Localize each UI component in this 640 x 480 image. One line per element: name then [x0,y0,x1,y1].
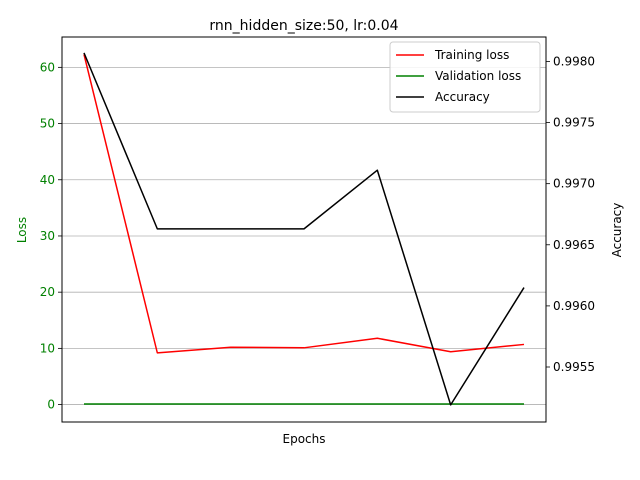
left-tick-label: 30 [40,229,55,243]
left-tick-label: 60 [40,60,55,74]
right-tick-label: 0.9970 [553,177,595,191]
right-tick-label: 0.9955 [553,360,595,374]
right-axis: 0.9955 0.9960 0.9965 0.9970 0.9975 0.9980 [546,54,595,374]
left-tick-label: 50 [40,117,55,131]
series-line-accuracy [83,52,525,406]
legend-label: Validation loss [435,69,521,83]
legend-label: Training loss [434,48,509,62]
series-line-training-loss [83,54,525,354]
left-tick-label: 20 [40,285,55,299]
left-axis-label: Loss [15,217,29,243]
legend-box [389,41,541,113]
right-axis-label: Accuracy [610,203,624,258]
legend-label: Accuracy [435,90,490,104]
left-tick-label: 0 [47,398,55,412]
legend: Training loss Validation loss Accuracy [389,41,541,113]
right-tick-label: 0.9975 [553,116,595,130]
right-tick-label: 0.9965 [553,238,595,252]
left-axis: 0 10 20 30 40 50 60 [40,60,62,412]
chart-title: rnn_hidden_size:50, lr:0.04 [209,18,398,34]
right-tick-label: 0.9960 [553,299,595,313]
right-tick-label: 0.9980 [553,54,595,68]
series-layer [83,52,525,406]
left-tick-label: 10 [40,341,55,355]
left-tick-label: 40 [40,173,55,187]
plot-frame [61,36,547,423]
x-axis-label: Epochs [283,432,326,446]
